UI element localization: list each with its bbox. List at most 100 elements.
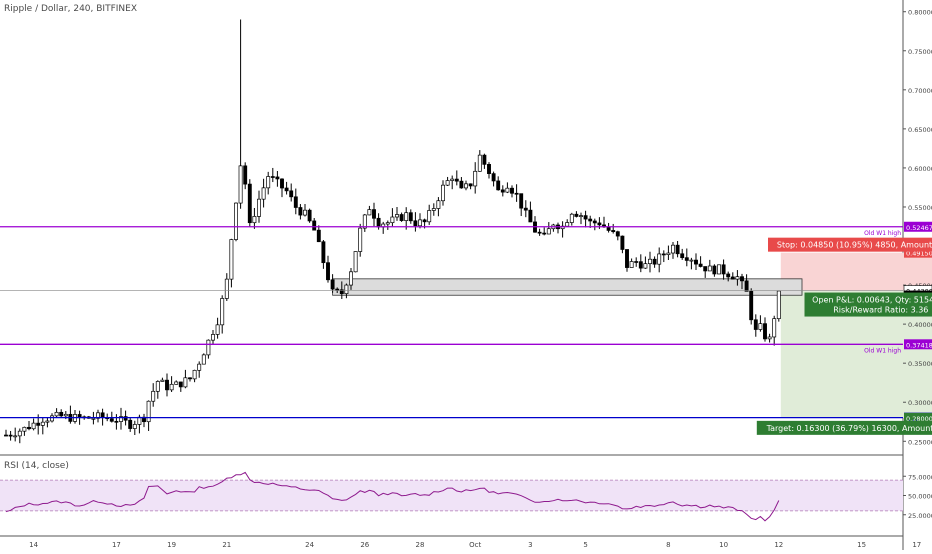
candle — [727, 274, 730, 277]
candle — [161, 380, 164, 381]
x-tick-label: 21 — [222, 541, 231, 549]
candle — [331, 280, 334, 289]
stop-label-text: Stop: 0.04850 (10.95%) 4850, Amount: 750… — [777, 241, 932, 250]
candle — [547, 229, 550, 234]
candle — [515, 193, 518, 194]
candle — [290, 191, 293, 197]
candle — [625, 249, 628, 267]
candle — [616, 232, 619, 236]
candle — [64, 414, 67, 416]
stop-label: Stop: 0.04850 (10.95%) 4850, Amount: 750… — [768, 238, 932, 252]
candle — [349, 272, 352, 285]
candle — [37, 423, 40, 425]
candle — [763, 324, 766, 339]
x-tick-label: 8 — [666, 541, 670, 549]
candle — [294, 197, 297, 208]
candle — [92, 418, 95, 419]
candle — [745, 281, 748, 291]
candle — [520, 194, 523, 208]
candle — [317, 230, 320, 242]
x-tick-label: Oct — [469, 541, 481, 549]
candle — [372, 210, 375, 219]
candle — [129, 420, 132, 428]
candle — [529, 210, 532, 222]
candle — [267, 177, 270, 188]
x-tick-label: 17 — [912, 541, 921, 549]
candle — [46, 421, 49, 422]
old-w1-high-mid-label: Old W1 high — [864, 347, 901, 354]
candle — [386, 223, 389, 224]
candle — [32, 423, 35, 429]
candle — [437, 201, 440, 209]
candle — [211, 334, 214, 340]
x-tick-label: 24 — [305, 541, 314, 549]
candle — [179, 382, 182, 387]
candle — [428, 210, 431, 221]
candle — [506, 188, 509, 192]
candle — [234, 203, 237, 239]
price-tag: 0.52467 — [904, 222, 932, 232]
candle — [731, 277, 734, 279]
candle — [175, 382, 178, 384]
candle — [188, 378, 191, 379]
price-tag-text: 0.52467 — [906, 224, 932, 232]
x-tick-label: 19 — [167, 541, 176, 549]
candle — [216, 325, 219, 335]
candle — [377, 218, 380, 227]
candle — [4, 435, 7, 436]
candle — [543, 233, 546, 234]
candle — [704, 267, 707, 271]
candle — [676, 245, 679, 254]
candle — [694, 260, 697, 264]
candle — [685, 258, 688, 261]
candle — [14, 436, 17, 437]
candle — [221, 298, 224, 324]
candle — [198, 364, 201, 370]
candle — [662, 254, 665, 255]
candle — [368, 210, 371, 215]
candle — [225, 279, 228, 298]
candle — [589, 219, 592, 221]
x-tick-label: 28 — [416, 541, 425, 549]
candle — [170, 384, 173, 390]
x-tick-label: 5 — [583, 541, 587, 549]
candle — [60, 412, 63, 416]
candle — [257, 199, 260, 216]
candle — [409, 213, 412, 221]
candle — [276, 177, 279, 179]
candle — [524, 208, 527, 210]
candle — [400, 215, 403, 221]
candle — [41, 422, 44, 425]
candle — [244, 166, 247, 184]
candle — [239, 166, 242, 203]
candle — [55, 412, 58, 416]
candle — [575, 214, 578, 216]
candle — [313, 221, 316, 230]
candle — [253, 216, 256, 222]
candle — [510, 188, 513, 193]
candle — [405, 213, 408, 221]
candle — [50, 416, 53, 421]
candle — [230, 240, 233, 280]
target-label: Target: 0.16300 (36.79%) 16300, Amount: … — [757, 421, 932, 435]
candle — [156, 381, 159, 391]
candle — [773, 319, 776, 337]
candle — [322, 242, 325, 263]
candle — [740, 277, 743, 281]
candle — [423, 220, 426, 222]
candle — [432, 209, 435, 211]
candle — [492, 174, 495, 181]
x-tick-label: 14 — [29, 541, 38, 549]
candle — [446, 181, 449, 186]
candle — [101, 413, 104, 418]
candle — [9, 435, 12, 436]
candle — [271, 177, 274, 178]
pnl-label: Open P&L: 0.00643, Qty: 5154639Risk/Rewa… — [805, 293, 932, 317]
